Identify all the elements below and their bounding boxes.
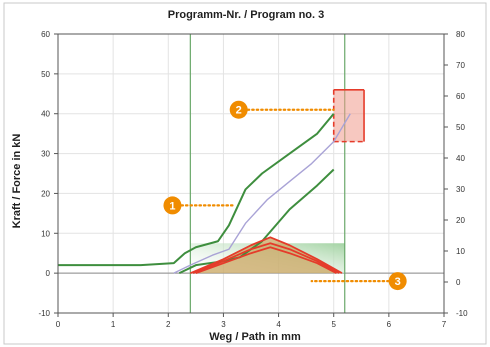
plot-area-border bbox=[57, 33, 445, 314]
x-tick-label: 0 bbox=[56, 320, 61, 329]
series-measured-curve bbox=[173, 113, 351, 274]
callout-2: 2 bbox=[229, 100, 335, 119]
callout-badge bbox=[388, 272, 407, 291]
right-y-tick-label: 30 bbox=[456, 185, 465, 194]
callout-badge bbox=[229, 100, 248, 119]
y-axis-ticks-left: -10 0 10 20 30 40 50 60 bbox=[38, 30, 58, 318]
right-y-tick-label: 20 bbox=[456, 216, 465, 225]
x-axis-label: Weg / Path in mm bbox=[209, 331, 301, 343]
right-y-tick-label: 40 bbox=[456, 154, 465, 163]
y-tick-label: 20 bbox=[41, 189, 50, 198]
x-tick-label: 5 bbox=[331, 320, 336, 329]
y-tick-label: 50 bbox=[41, 70, 50, 79]
x-tick-label: 6 bbox=[387, 320, 392, 329]
hysteresis-fill bbox=[190, 237, 342, 274]
x-tick-label: 3 bbox=[221, 320, 226, 329]
figure-border bbox=[3, 2, 487, 345]
series-hysteresis-inner bbox=[192, 242, 340, 274]
y-tick-label: 10 bbox=[41, 229, 50, 238]
x-tick-label: 2 bbox=[166, 320, 171, 329]
series-hysteresis-outer bbox=[189, 236, 343, 274]
callout-number: 2 bbox=[236, 105, 242, 117]
x-tick-label: 1 bbox=[111, 320, 116, 329]
y-tick-label: 60 bbox=[41, 30, 50, 39]
x-tick-label: 7 bbox=[442, 320, 447, 329]
right-y-tick-label: 10 bbox=[456, 247, 465, 256]
y-axis-ticks-right: -10 0 10 20 30 40 50 60 70 80 bbox=[444, 30, 468, 318]
series-hysteresis-inner2 bbox=[195, 246, 337, 274]
y-tick-label: 40 bbox=[41, 110, 50, 119]
x-tick-label: 4 bbox=[276, 320, 281, 329]
callout-1: 1 bbox=[163, 196, 236, 215]
callout-markers: 1 2 3 bbox=[163, 100, 407, 291]
series-envelope-upper bbox=[58, 113, 335, 267]
y-axis-label: Kraft / Force in kN bbox=[11, 134, 23, 229]
highlight-bands bbox=[189, 34, 365, 313]
right-y-tick-label: 50 bbox=[456, 123, 465, 132]
right-y-tick-label: 0 bbox=[456, 278, 461, 287]
right-y-tick-label: 80 bbox=[456, 30, 465, 39]
callout-number: 1 bbox=[169, 200, 175, 212]
callout-badge bbox=[163, 196, 182, 215]
y-tick-label: 0 bbox=[46, 269, 51, 278]
y-tick-label: 30 bbox=[41, 150, 50, 159]
chart-title: Programm-Nr. / Program no. 3 bbox=[168, 9, 324, 21]
right-y-tick-label: 60 bbox=[456, 92, 465, 101]
series-group bbox=[58, 113, 351, 275]
callout-number: 3 bbox=[395, 276, 401, 288]
right-y-tick-label: 70 bbox=[456, 61, 465, 70]
y-tick-label: -10 bbox=[38, 309, 50, 318]
right-y-tick-label: -10 bbox=[456, 309, 468, 318]
x-axis-ticks: 0 1 2 3 4 5 6 7 bbox=[56, 313, 447, 329]
callout-3: 3 bbox=[310, 272, 407, 291]
